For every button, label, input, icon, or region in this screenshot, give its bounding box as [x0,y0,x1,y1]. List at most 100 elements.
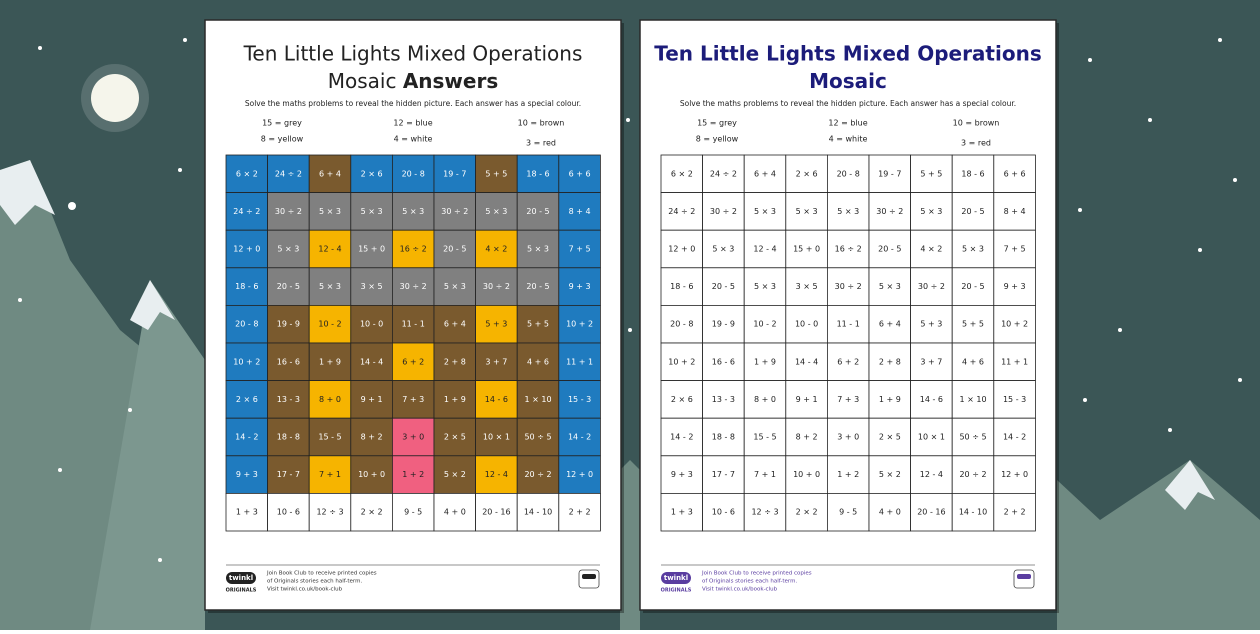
cell [308,417,352,457]
cell [516,342,560,381]
cell [308,304,352,344]
cell-label: 18 - 6 [235,282,258,291]
cell-label: 7 + 5 [1004,245,1026,254]
cell-label: 6 + 4 [444,320,466,329]
cell-label: 9 + 1 [361,395,383,404]
badge-band [582,574,596,579]
cell [516,154,560,193]
cell-label: 19 - 9 [712,320,735,329]
cell-label: 12 ÷ 3 [751,508,778,517]
cell [433,304,476,344]
cell [558,380,601,419]
cell [868,192,911,231]
cell-label: 1 + 9 [444,395,466,404]
cell-label: 10 × 1 [483,433,510,442]
cell-label: 5 × 3 [319,207,341,216]
cell [951,342,995,381]
cell-label: 20 - 5 [961,207,984,216]
cell-label: 8 + 4 [1004,207,1026,216]
cell [910,342,953,381]
cell [516,304,560,344]
cell-label: 15 - 3 [1003,395,1026,404]
cell-label: 20 - 5 [277,282,300,291]
cell [660,342,703,381]
footer-text: of Originals stories each half-term. [267,579,362,585]
cell-label: 5 + 5 [527,320,549,329]
cell-label: 30 ÷ 2 [835,282,862,291]
cell-label: 5 × 3 [527,245,549,254]
cell-label: 2 + 8 [444,357,466,366]
logo-sub: ORIGINALS [226,588,257,594]
cell-label: 20 - 5 [526,207,549,216]
cell [267,455,310,494]
logo-sub: ORIGINALS [661,588,692,594]
cell-label: 5 × 3 [319,282,341,291]
cell [951,154,995,193]
cell-label: 12 + 0 [566,470,593,479]
cell [475,455,518,494]
cell-label: 30 ÷ 2 [876,207,903,216]
cell-label: 18 - 6 [670,282,693,291]
cell [993,342,1036,381]
cell [225,380,268,419]
cell [267,229,310,269]
cell-label: 24 ÷ 2 [710,169,737,178]
cell [993,380,1036,419]
cell [993,455,1036,494]
cell-label: 18 - 8 [277,433,300,442]
cell-label: 1 + 3 [671,508,693,517]
cell-label: 1 + 9 [319,357,341,366]
badge-band [1017,574,1031,579]
cell-label: 5 × 3 [837,207,859,216]
cell [826,455,870,494]
cell-label: 20 ÷ 2 [959,470,986,479]
logo-badge [661,572,691,584]
cell-label: 8 + 0 [754,395,776,404]
logo: twinkl [229,574,253,582]
cell-label: 3 + 0 [837,433,859,442]
cell-label: 10 × 1 [918,433,945,442]
cell-label: 1 + 2 [837,470,859,479]
cell [267,154,310,193]
cell [350,492,393,532]
cell-label: 5 × 3 [754,282,776,291]
cell [702,304,745,344]
cell-label: 11 + 1 [566,357,593,366]
cell-label: 5 × 3 [754,207,776,216]
cell [391,267,435,306]
cell-label: 3 + 7 [485,357,507,366]
moon-glow [81,64,149,132]
cell [558,192,601,231]
cell [951,417,995,457]
snow-cap [0,160,55,225]
title: Ten Little Lights Mixed Operations [654,42,1041,66]
cell-label: 10 - 2 [318,320,341,329]
cell [660,417,703,457]
cell-label: 8 + 2 [796,433,818,442]
cell-label: 15 - 5 [318,433,341,442]
cell [475,304,518,344]
footer-text: Visit twinkl.co.uk/book-club [267,587,343,593]
cell-label: 14 - 2 [235,433,258,442]
cell-label: 12 + 0 [1001,470,1028,479]
logo-badge [226,572,256,584]
cell-label: 7 + 3 [837,395,859,404]
cell-label: 1 + 9 [879,395,901,404]
cell [743,154,787,193]
cell [910,492,953,532]
snow-cap [1165,460,1215,510]
title-bold: Answers [403,69,498,93]
cell-label: 17 - 7 [277,470,300,479]
cell [516,192,560,231]
cell-label: 2 + 2 [569,508,591,517]
cell-label: 5 × 3 [444,282,466,291]
cell-label: 11 - 1 [402,320,425,329]
cell [993,417,1036,457]
cell-label: 2 × 2 [796,508,818,517]
cell-label: 6 + 4 [754,169,776,178]
cell [826,192,870,231]
cell-label: 8 + 0 [319,395,341,404]
cell-label: 8 + 4 [569,207,591,216]
cell-label: 10 - 2 [753,320,776,329]
cell [785,304,828,344]
